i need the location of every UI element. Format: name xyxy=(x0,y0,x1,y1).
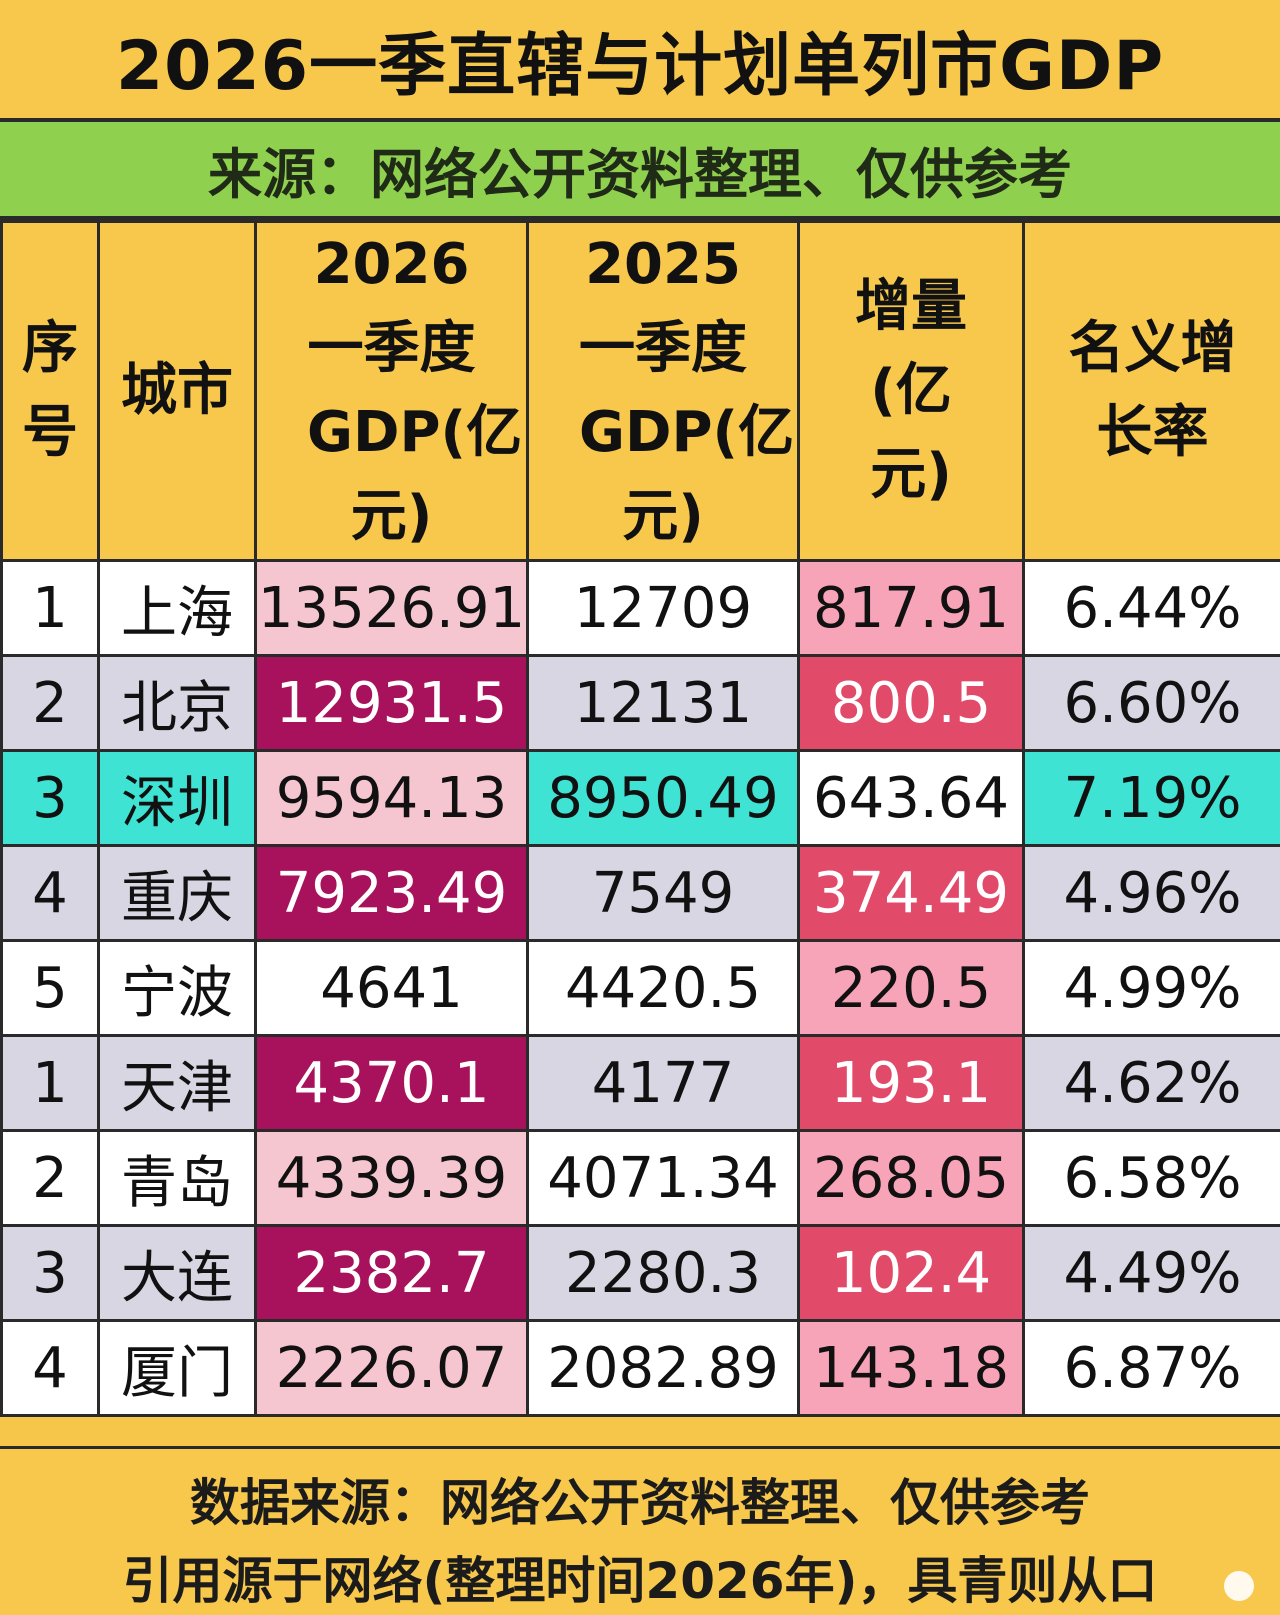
footer-line-1: 数据来源：网络公开资料整理、仅供参考 xyxy=(0,1463,1280,1535)
gdp-table: 序号 城市 2026一季度GDP(亿元) 2025一季度GDP(亿元) 增量(亿… xyxy=(0,220,1280,1417)
header-index: 序号 xyxy=(2,222,99,561)
row-increase: 800.5 xyxy=(799,656,1024,751)
footer: 数据来源：网络公开资料整理、仅供参考 引用源于网络(整理时间2026年)，具青则… xyxy=(0,1446,1280,1615)
row-city: 上海 xyxy=(99,561,256,656)
footer-line-2: 引用源于网络(整理时间2026年)，具青则从口 xyxy=(0,1541,1280,1613)
row-gdp-2026: 13526.91 xyxy=(256,561,528,656)
source-banner: 来源：网络公开资料整理、仅供参考 xyxy=(0,122,1280,220)
row-index: 1 xyxy=(2,1036,99,1131)
row-city: 大连 xyxy=(99,1226,256,1321)
row-growth: 6.87% xyxy=(1024,1321,1280,1416)
row-increase: 817.91 xyxy=(799,561,1024,656)
row-index: 3 xyxy=(2,1226,99,1321)
row-index: 4 xyxy=(2,846,99,941)
row-gdp-2025: 4177 xyxy=(528,1036,799,1131)
row-increase: 268.05 xyxy=(799,1131,1024,1226)
row-index: 5 xyxy=(2,941,99,1036)
row-growth: 6.44% xyxy=(1024,561,1280,656)
row-growth: 7.19% xyxy=(1024,751,1280,846)
row-increase: 374.49 xyxy=(799,846,1024,941)
row-gdp-2025: 7549 xyxy=(528,846,799,941)
row-city: 宁波 xyxy=(99,941,256,1036)
row-index: 1 xyxy=(2,561,99,656)
header-gdp-2026: 2026一季度GDP(亿元) xyxy=(256,222,528,561)
row-city: 天津 xyxy=(99,1036,256,1131)
row-gdp-2026: 2226.07 xyxy=(256,1321,528,1416)
header-city: 城市 xyxy=(99,222,256,561)
row-gdp-2026: 4641 xyxy=(256,941,528,1036)
row-city: 青岛 xyxy=(99,1131,256,1226)
row-index: 2 xyxy=(2,1131,99,1226)
row-gdp-2025: 2082.89 xyxy=(528,1321,799,1416)
row-gdp-2025: 12131 xyxy=(528,656,799,751)
row-index: 4 xyxy=(2,1321,99,1416)
row-gdp-2025: 8950.49 xyxy=(528,751,799,846)
row-increase: 643.64 xyxy=(799,751,1024,846)
header-gdp-2025: 2025一季度GDP(亿元) xyxy=(528,222,799,561)
page-title: 2026一季直辖与计划单列市GDP xyxy=(0,0,1280,122)
row-growth: 6.60% xyxy=(1024,656,1280,751)
row-increase: 220.5 xyxy=(799,941,1024,1036)
header-increase: 增量(亿元) xyxy=(799,222,1024,561)
row-increase: 102.4 xyxy=(799,1226,1024,1321)
row-gdp-2025: 4420.5 xyxy=(528,941,799,1036)
row-growth: 4.99% xyxy=(1024,941,1280,1036)
row-index: 3 xyxy=(2,751,99,846)
table-header-row: 序号 城市 2026一季度GDP(亿元) 2025一季度GDP(亿元) 增量(亿… xyxy=(2,222,1280,561)
row-gdp-2026: 12931.5 xyxy=(256,656,528,751)
row-gdp-2026: 4370.1 xyxy=(256,1036,528,1131)
row-city: 北京 xyxy=(99,656,256,751)
row-increase: 143.18 xyxy=(799,1321,1024,1416)
row-city: 深圳 xyxy=(99,751,256,846)
row-gdp-2026: 4339.39 xyxy=(256,1131,528,1226)
row-gdp-2026: 7923.49 xyxy=(256,846,528,941)
row-gdp-2025: 12709 xyxy=(528,561,799,656)
row-increase: 193.1 xyxy=(799,1036,1024,1131)
row-gdp-2025: 2280.3 xyxy=(528,1226,799,1321)
row-gdp-2026: 9594.13 xyxy=(256,751,528,846)
header-growth: 名义增长率 xyxy=(1024,222,1280,561)
watermark-icon xyxy=(1224,1571,1254,1601)
row-gdp-2025: 4071.34 xyxy=(528,1131,799,1226)
row-growth: 4.96% xyxy=(1024,846,1280,941)
row-index: 2 xyxy=(2,656,99,751)
row-city: 厦门 xyxy=(99,1321,256,1416)
row-gdp-2026: 2382.7 xyxy=(256,1226,528,1321)
row-growth: 4.62% xyxy=(1024,1036,1280,1131)
row-growth: 4.49% xyxy=(1024,1226,1280,1321)
row-city: 重庆 xyxy=(99,846,256,941)
row-growth: 6.58% xyxy=(1024,1131,1280,1226)
